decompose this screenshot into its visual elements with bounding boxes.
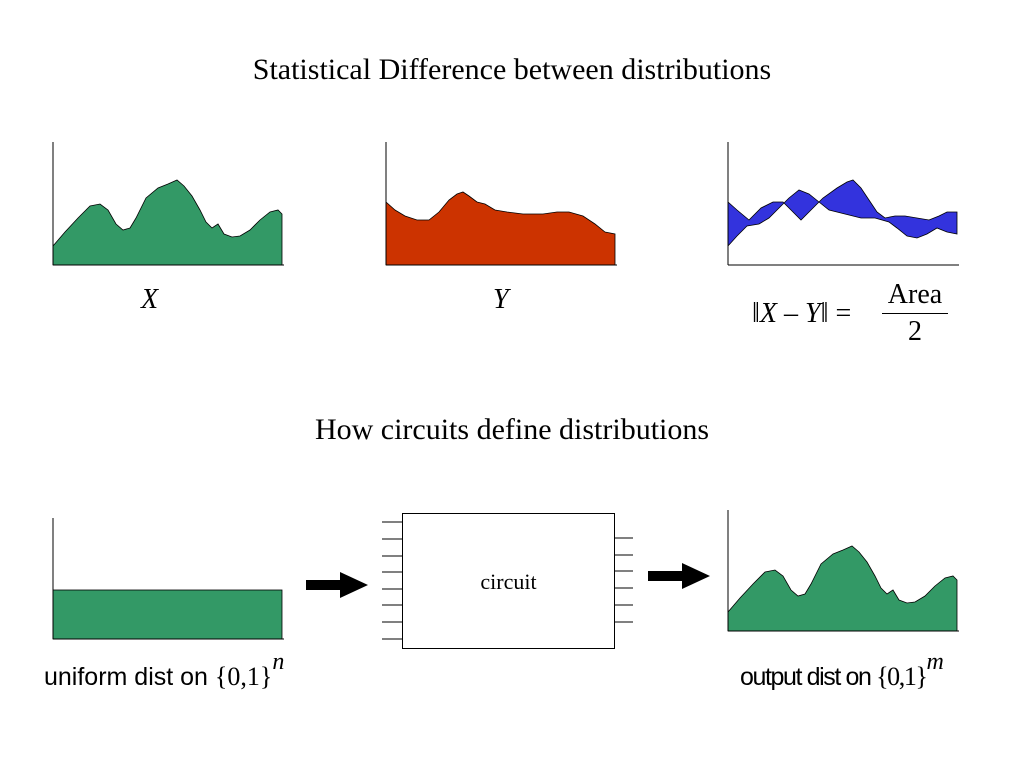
input-caption-text: uniform dist on bbox=[44, 663, 215, 691]
output-caption-exponent: m bbox=[926, 649, 944, 675]
formula-equals: = bbox=[828, 298, 852, 329]
norm-close: ‖ bbox=[820, 298, 829, 329]
section-title-circuits: How circuits define distributions bbox=[314, 413, 710, 446]
norm-open: ‖ bbox=[752, 298, 760, 329]
formula-minus: – bbox=[776, 298, 805, 329]
output-distribution-area bbox=[727, 545, 958, 632]
fraction-bar bbox=[882, 313, 948, 314]
distribution-y-area bbox=[385, 191, 616, 266]
formula-var-y: Y bbox=[804, 298, 821, 329]
distribution-y-plot bbox=[385, 142, 617, 266]
label-y: Y bbox=[493, 284, 509, 315]
difference-plot bbox=[727, 142, 959, 266]
output-distribution-caption: output dist on {0,1}m bbox=[740, 650, 944, 692]
output-caption-text: output dist on bbox=[740, 663, 877, 691]
distribution-x-plot bbox=[52, 142, 284, 266]
formula-lhs: ‖X – Y‖ = bbox=[752, 298, 851, 330]
label-x: X bbox=[141, 284, 159, 315]
formula-var-x: X bbox=[759, 298, 777, 329]
section-title-statistical-difference: Statistical Difference between distribut… bbox=[252, 53, 772, 86]
output-caption-set: {0,1} bbox=[876, 662, 928, 691]
circuit-label: circuit bbox=[480, 569, 537, 594]
formula-numerator: Area bbox=[887, 279, 943, 310]
output-distribution-plot bbox=[727, 510, 959, 632]
uniform-distribution-plot bbox=[52, 518, 284, 640]
statistical-distance-formula: ‖X – Y‖ = Area 2 bbox=[752, 280, 962, 355]
distribution-x-area bbox=[52, 179, 283, 266]
circuit-output-wires bbox=[615, 537, 633, 623]
right-arrow-icon bbox=[306, 572, 368, 598]
circuit-box: circuit bbox=[402, 513, 615, 649]
input-caption-exponent: n bbox=[272, 649, 285, 675]
uniform-distribution-area bbox=[52, 589, 283, 640]
right-arrow-icon bbox=[648, 563, 710, 589]
formula-denominator: 2 bbox=[908, 316, 922, 347]
input-distribution-caption: uniform dist on {0,1}n bbox=[44, 650, 284, 692]
input-caption-set: {0,1} bbox=[214, 662, 273, 691]
formula-fraction: Area 2 bbox=[882, 280, 948, 347]
circuit-input-wires bbox=[382, 521, 402, 640]
difference-area bbox=[727, 179, 958, 248]
